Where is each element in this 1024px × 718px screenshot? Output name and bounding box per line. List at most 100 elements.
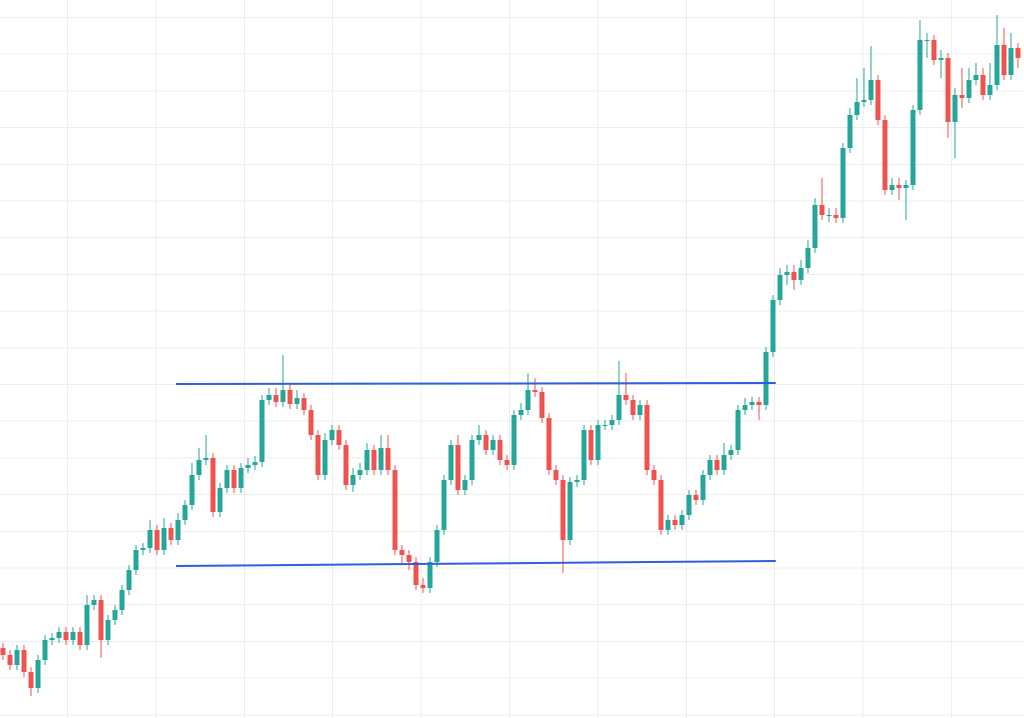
candle-body	[245, 465, 251, 468]
candle-body	[469, 440, 475, 480]
candle-body	[889, 185, 895, 190]
candle-body	[588, 430, 594, 460]
candle-body	[714, 460, 720, 470]
candle-body	[406, 555, 412, 562]
candle-body	[700, 475, 706, 500]
candle-body	[210, 458, 216, 512]
candle-body	[63, 632, 69, 640]
candle-body	[280, 390, 286, 402]
candle-body	[819, 205, 825, 215]
candle-body	[791, 272, 797, 280]
candle-body	[28, 672, 34, 688]
candle-body	[777, 275, 783, 300]
candle-body	[455, 445, 461, 490]
trend-line	[175, 382, 776, 385]
candle-body	[7, 655, 13, 665]
candle-body	[616, 395, 622, 420]
candle-body	[434, 530, 440, 562]
candle-body	[749, 402, 755, 405]
candle-body	[252, 462, 258, 465]
candle-body	[329, 430, 335, 440]
candle-body	[665, 520, 671, 530]
candle-body	[196, 460, 202, 475]
candle-body	[546, 418, 552, 470]
candle-body	[224, 470, 230, 488]
candle-body	[847, 115, 853, 148]
candle-body	[896, 185, 902, 188]
candle-body	[532, 390, 538, 392]
candle-body	[868, 80, 874, 100]
candle-body	[966, 80, 972, 98]
candle-body	[980, 75, 986, 95]
candle-body	[672, 520, 678, 525]
candle-body	[70, 632, 76, 640]
candle-body	[553, 470, 559, 480]
candle-body	[630, 400, 636, 415]
candle-body	[826, 215, 832, 216]
trend-line	[175, 560, 776, 567]
candle-body	[735, 410, 741, 450]
candle-body	[840, 148, 846, 218]
candle-body	[42, 640, 48, 660]
candle-body	[602, 425, 608, 426]
candle-body	[133, 550, 139, 570]
candle-body	[1001, 45, 1007, 75]
candle-body	[266, 395, 272, 400]
candle-body	[875, 80, 881, 120]
candle-body	[784, 272, 790, 275]
candle-body	[175, 520, 181, 540]
candle-body	[882, 120, 888, 190]
candle-body	[945, 58, 951, 122]
candle-body	[994, 45, 1000, 85]
candle-body	[0, 648, 6, 655]
candle-body	[609, 420, 615, 425]
candle-body	[693, 495, 699, 500]
candle-body	[49, 638, 55, 640]
candle-body	[763, 352, 769, 405]
candle-body	[917, 40, 923, 110]
candle-body	[364, 450, 370, 470]
candle-body	[322, 440, 328, 475]
candle-body	[910, 110, 916, 185]
candle-body	[399, 550, 405, 555]
candle-body	[154, 530, 160, 550]
candle-body	[308, 410, 314, 435]
candle-body	[350, 475, 356, 485]
candle-body	[168, 528, 174, 540]
candle-body	[756, 402, 762, 405]
candle-body	[231, 470, 237, 488]
candle-body	[581, 430, 587, 480]
candle-body	[770, 300, 776, 352]
candle-body	[973, 75, 979, 80]
candle-body	[315, 435, 321, 475]
candle-body	[805, 248, 811, 268]
candle-body	[119, 590, 125, 610]
candle-body	[203, 458, 209, 460]
candle-body	[287, 390, 293, 404]
candle-body	[448, 445, 454, 480]
candle-body	[336, 430, 342, 445]
candle-body	[98, 600, 104, 640]
candle-body	[476, 435, 482, 440]
candle-body	[959, 95, 965, 98]
candle-body	[189, 475, 195, 505]
candle-body	[385, 448, 391, 470]
candle-body	[1015, 48, 1021, 58]
candle-body	[14, 650, 20, 665]
candle-body	[658, 480, 664, 530]
candle-body	[686, 495, 692, 515]
candle-body	[273, 395, 279, 402]
candle-body	[294, 398, 300, 404]
candle-body	[217, 488, 223, 512]
candle-body	[413, 562, 419, 585]
candle-body	[378, 448, 384, 470]
candle-body	[679, 515, 685, 525]
candle-body	[707, 460, 713, 475]
candle-body	[574, 480, 580, 482]
candle-body	[301, 398, 307, 410]
candle-body	[105, 620, 111, 640]
candle-body	[182, 505, 188, 520]
candle-body	[392, 470, 398, 550]
